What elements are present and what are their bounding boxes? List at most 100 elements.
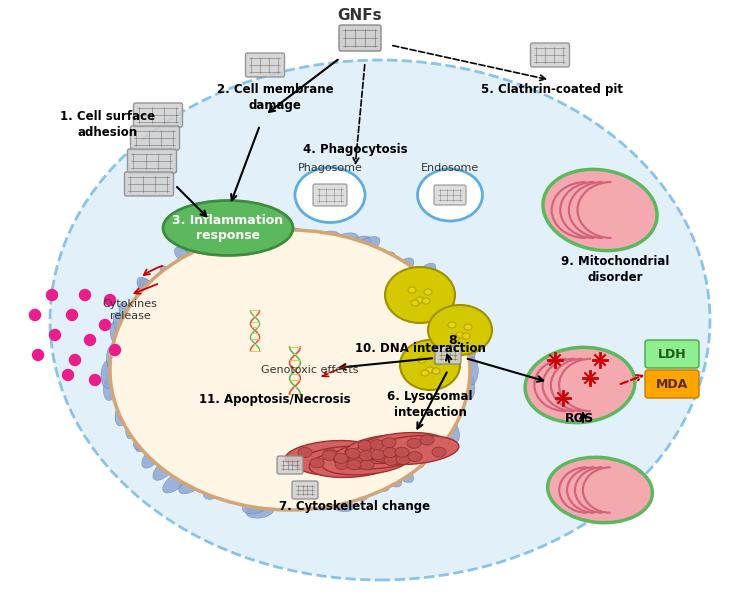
Ellipse shape: [138, 319, 151, 342]
Ellipse shape: [430, 406, 444, 428]
Ellipse shape: [113, 312, 130, 339]
Text: 2. Cell membrane
damage: 2. Cell membrane damage: [217, 83, 333, 112]
Ellipse shape: [273, 492, 301, 507]
Text: 8.: 8.: [448, 333, 461, 346]
Ellipse shape: [126, 412, 142, 439]
Ellipse shape: [137, 277, 158, 301]
Ellipse shape: [441, 405, 457, 432]
Ellipse shape: [326, 496, 353, 511]
Ellipse shape: [321, 446, 411, 475]
Text: 4. Phagocytosis: 4. Phagocytosis: [303, 143, 408, 156]
Circle shape: [46, 289, 57, 301]
Ellipse shape: [360, 460, 374, 470]
Ellipse shape: [322, 450, 336, 460]
Ellipse shape: [543, 169, 657, 251]
Ellipse shape: [203, 464, 226, 479]
Ellipse shape: [291, 490, 319, 504]
Circle shape: [32, 349, 43, 361]
Ellipse shape: [408, 287, 416, 293]
Ellipse shape: [183, 240, 207, 259]
Ellipse shape: [101, 361, 115, 388]
Text: Genotoxic effects: Genotoxic effects: [261, 365, 359, 375]
Ellipse shape: [196, 453, 217, 470]
Ellipse shape: [161, 437, 178, 457]
Ellipse shape: [341, 484, 368, 501]
Ellipse shape: [156, 293, 172, 314]
Ellipse shape: [130, 377, 142, 401]
Ellipse shape: [310, 458, 324, 468]
FancyBboxPatch shape: [645, 340, 699, 368]
Ellipse shape: [203, 482, 229, 499]
Ellipse shape: [430, 387, 444, 410]
Text: 3. Inflammation
response: 3. Inflammation response: [172, 213, 284, 242]
FancyBboxPatch shape: [277, 456, 303, 474]
Text: 7. Cytoskeletal change: 7. Cytoskeletal change: [279, 500, 430, 513]
Ellipse shape: [377, 467, 402, 487]
Ellipse shape: [405, 426, 422, 446]
Ellipse shape: [133, 424, 151, 450]
Ellipse shape: [402, 445, 425, 468]
Circle shape: [80, 289, 91, 301]
Ellipse shape: [426, 367, 434, 373]
Ellipse shape: [347, 460, 361, 470]
Ellipse shape: [132, 398, 146, 421]
Ellipse shape: [421, 370, 429, 376]
Text: GNFs: GNFs: [338, 8, 383, 23]
Ellipse shape: [464, 356, 478, 385]
FancyBboxPatch shape: [128, 149, 176, 173]
Ellipse shape: [448, 322, 456, 328]
Ellipse shape: [119, 303, 137, 328]
Ellipse shape: [309, 448, 399, 478]
Ellipse shape: [229, 468, 252, 482]
Ellipse shape: [424, 434, 442, 459]
Ellipse shape: [231, 229, 259, 244]
Ellipse shape: [525, 347, 635, 423]
Ellipse shape: [326, 256, 349, 269]
Ellipse shape: [371, 450, 385, 460]
Ellipse shape: [332, 233, 358, 248]
Ellipse shape: [419, 282, 439, 305]
Ellipse shape: [160, 266, 182, 288]
Ellipse shape: [418, 305, 433, 326]
Ellipse shape: [346, 448, 360, 459]
Ellipse shape: [436, 327, 449, 350]
Ellipse shape: [161, 282, 179, 302]
Ellipse shape: [432, 447, 446, 457]
FancyBboxPatch shape: [434, 185, 466, 205]
Ellipse shape: [548, 457, 652, 523]
Ellipse shape: [371, 252, 395, 271]
Ellipse shape: [226, 252, 248, 267]
Text: 10. DNA interaction: 10. DNA interaction: [355, 342, 486, 355]
Ellipse shape: [442, 416, 460, 442]
Text: MDA: MDA: [656, 378, 688, 390]
Ellipse shape: [181, 279, 200, 298]
Ellipse shape: [348, 457, 362, 466]
Ellipse shape: [256, 231, 284, 245]
Ellipse shape: [327, 471, 350, 485]
Ellipse shape: [464, 324, 472, 330]
Text: 5. Clathrin-coated pit: 5. Clathrin-coated pit: [481, 83, 623, 96]
Ellipse shape: [427, 282, 446, 307]
Ellipse shape: [240, 255, 263, 268]
Ellipse shape: [391, 462, 413, 482]
FancyBboxPatch shape: [292, 481, 318, 499]
Ellipse shape: [448, 380, 463, 407]
Ellipse shape: [388, 439, 407, 458]
Ellipse shape: [456, 363, 470, 391]
Ellipse shape: [456, 332, 464, 338]
Ellipse shape: [110, 321, 125, 349]
Ellipse shape: [131, 346, 143, 370]
Ellipse shape: [206, 242, 232, 260]
FancyBboxPatch shape: [125, 172, 173, 196]
Ellipse shape: [312, 231, 340, 246]
Ellipse shape: [369, 435, 459, 465]
Ellipse shape: [422, 298, 430, 304]
Ellipse shape: [434, 359, 442, 365]
Circle shape: [29, 309, 41, 321]
Ellipse shape: [383, 447, 397, 457]
Ellipse shape: [420, 435, 434, 445]
Ellipse shape: [381, 449, 401, 467]
Ellipse shape: [304, 495, 332, 510]
Ellipse shape: [333, 440, 423, 469]
Ellipse shape: [455, 334, 471, 361]
